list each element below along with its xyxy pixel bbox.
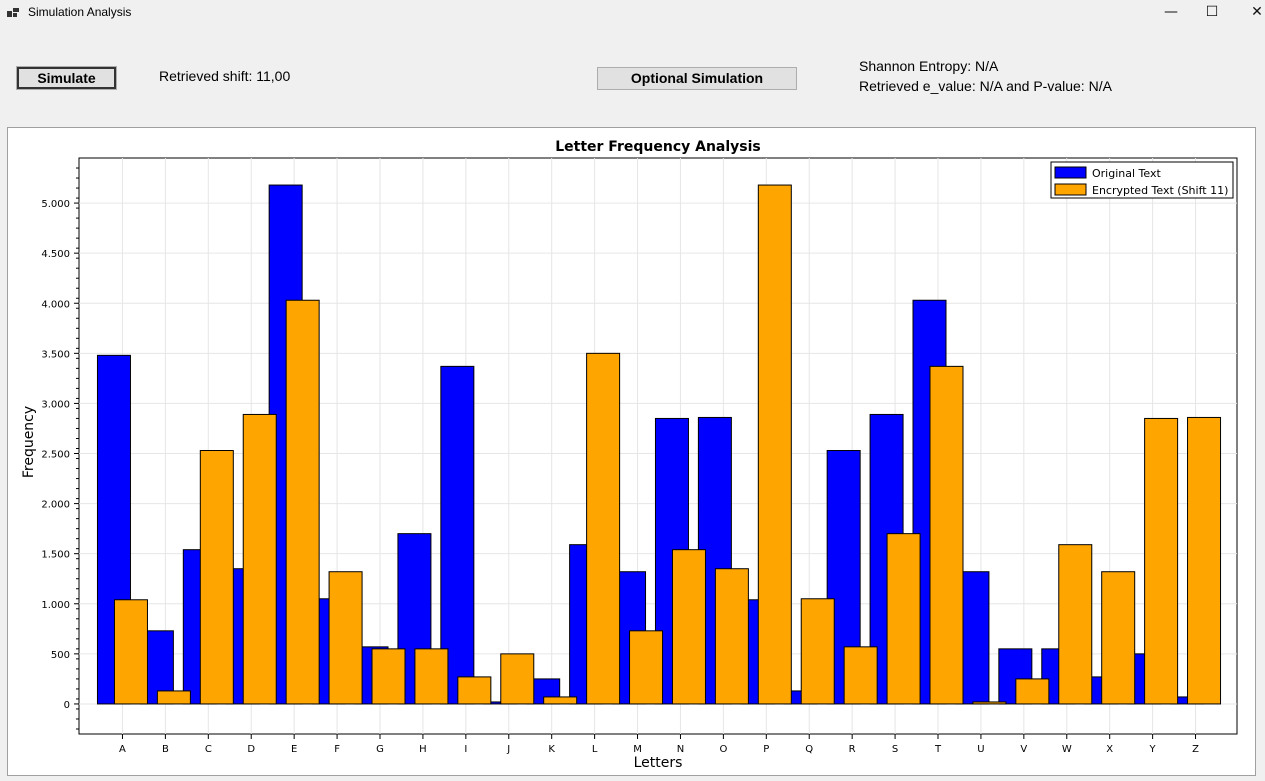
bar-encrypted	[414, 648, 449, 705]
bar-encrypted	[113, 599, 148, 705]
bar-original	[998, 648, 1033, 705]
evalue-pvalue-label: Retrieved e_value: N/A and P-value: N/A	[859, 78, 1112, 94]
y-tick-label: 1.000	[41, 600, 70, 611]
x-tick-label: F	[334, 744, 340, 755]
bar-encrypted	[629, 630, 664, 705]
x-tick-label: E	[291, 744, 297, 755]
bar-encrypted	[500, 653, 535, 705]
y-tick-label: 1.500	[41, 550, 70, 561]
x-tick-label: U	[977, 744, 984, 755]
legend: Original Text Encrypted Text (Shift 11)	[1050, 161, 1234, 199]
bar-encrypted	[972, 701, 1007, 705]
x-tick-label: A	[119, 744, 126, 755]
bar-encrypted	[843, 646, 878, 705]
y-axis-label: Frequency	[21, 406, 37, 478]
y-tick-label: 3.500	[41, 349, 70, 360]
bar-original	[440, 365, 475, 705]
x-tick-label: D	[247, 744, 255, 755]
minimize-icon[interactable]: —	[1164, 4, 1178, 20]
y-tick-label: 4.500	[41, 249, 70, 260]
x-tick-label: X	[1106, 744, 1113, 755]
x-axis-label: Letters	[634, 755, 683, 771]
bar-encrypted	[457, 676, 492, 705]
bar-encrypted	[371, 648, 406, 705]
close-icon[interactable]: ✕	[1251, 4, 1263, 20]
legend-swatch	[1054, 183, 1087, 196]
bar-encrypted	[1058, 544, 1093, 705]
y-tick-label: 2.000	[41, 500, 70, 511]
optional-simulation-button[interactable]: Optional Simulation	[597, 67, 797, 90]
y-tick-label: 2.500	[41, 450, 70, 461]
x-tick-label: J	[506, 744, 510, 755]
retrieved-shift-label: Retrieved shift: 11,00	[159, 68, 291, 84]
bar-encrypted	[1101, 571, 1136, 705]
bar-encrypted	[1187, 416, 1222, 705]
maximize-icon[interactable]: ☐	[1205, 4, 1219, 20]
x-tick-label: P	[763, 744, 769, 755]
x-tick-label: S	[892, 744, 898, 755]
bar-encrypted	[1015, 678, 1050, 705]
x-tick-label: L	[592, 744, 598, 755]
x-tick-label: H	[419, 744, 427, 755]
legend-entry: Encrypted Text (Shift 11)	[1092, 184, 1228, 197]
y-tick-label: 4.000	[41, 299, 70, 310]
bar-encrypted	[543, 696, 578, 705]
bar-encrypted	[671, 549, 706, 705]
title-bar: Simulation Analysis — ☐ ✕	[0, 0, 1265, 26]
x-tick-label: W	[1062, 744, 1072, 755]
simulate-button[interactable]: Simulate	[16, 66, 117, 90]
chart-panel: Letter Frequency Analysis 0 500 1.000 1.500…	[7, 127, 1256, 776]
bar-encrypted	[242, 413, 277, 705]
legend-swatch	[1054, 166, 1087, 179]
x-tick-label: K	[548, 744, 555, 755]
bar-encrypted	[328, 571, 363, 705]
bar-encrypted	[886, 533, 921, 705]
bar-encrypted	[199, 450, 234, 705]
x-tick-label: I	[464, 744, 467, 755]
letter-frequency-chart: Letter Frequency Analysis 0 500 1.000 1.500…	[21, 139, 1238, 771]
bar-encrypted	[586, 352, 621, 705]
x-tick-label: V	[1020, 744, 1027, 755]
x-tick-label: Z	[1192, 744, 1199, 755]
bar-encrypted	[714, 568, 749, 705]
x-tick-label: C	[205, 744, 212, 755]
x-tick-label: M	[633, 744, 642, 755]
x-tick-label: Q	[805, 744, 813, 755]
bar-encrypted	[1144, 417, 1179, 705]
x-tick-label: N	[677, 744, 684, 755]
y-tick-label: 3.000	[41, 399, 70, 410]
shannon-entropy-label: Shannon Entropy: N/A	[859, 58, 999, 74]
x-tick-label: Y	[1149, 744, 1157, 755]
bar-encrypted	[156, 690, 191, 705]
x-tick-label: G	[376, 744, 384, 755]
window-title: Simulation Analysis	[28, 5, 132, 19]
x-tick-label: B	[162, 744, 169, 755]
x-tick-label: R	[849, 744, 856, 755]
app-icon	[7, 6, 19, 18]
y-tick-label: 0	[64, 700, 70, 711]
chart-title: Letter Frequency Analysis	[555, 139, 761, 155]
bar-encrypted	[757, 184, 792, 705]
x-tick-label: O	[719, 744, 727, 755]
bar-encrypted	[285, 299, 320, 705]
x-tick-label: T	[934, 744, 942, 755]
y-tick-label: 500	[51, 650, 70, 661]
bar-encrypted	[800, 598, 835, 705]
legend-entry: Original Text	[1092, 167, 1161, 180]
y-tick-label: 5.000	[41, 199, 70, 210]
bar-encrypted	[929, 365, 964, 705]
